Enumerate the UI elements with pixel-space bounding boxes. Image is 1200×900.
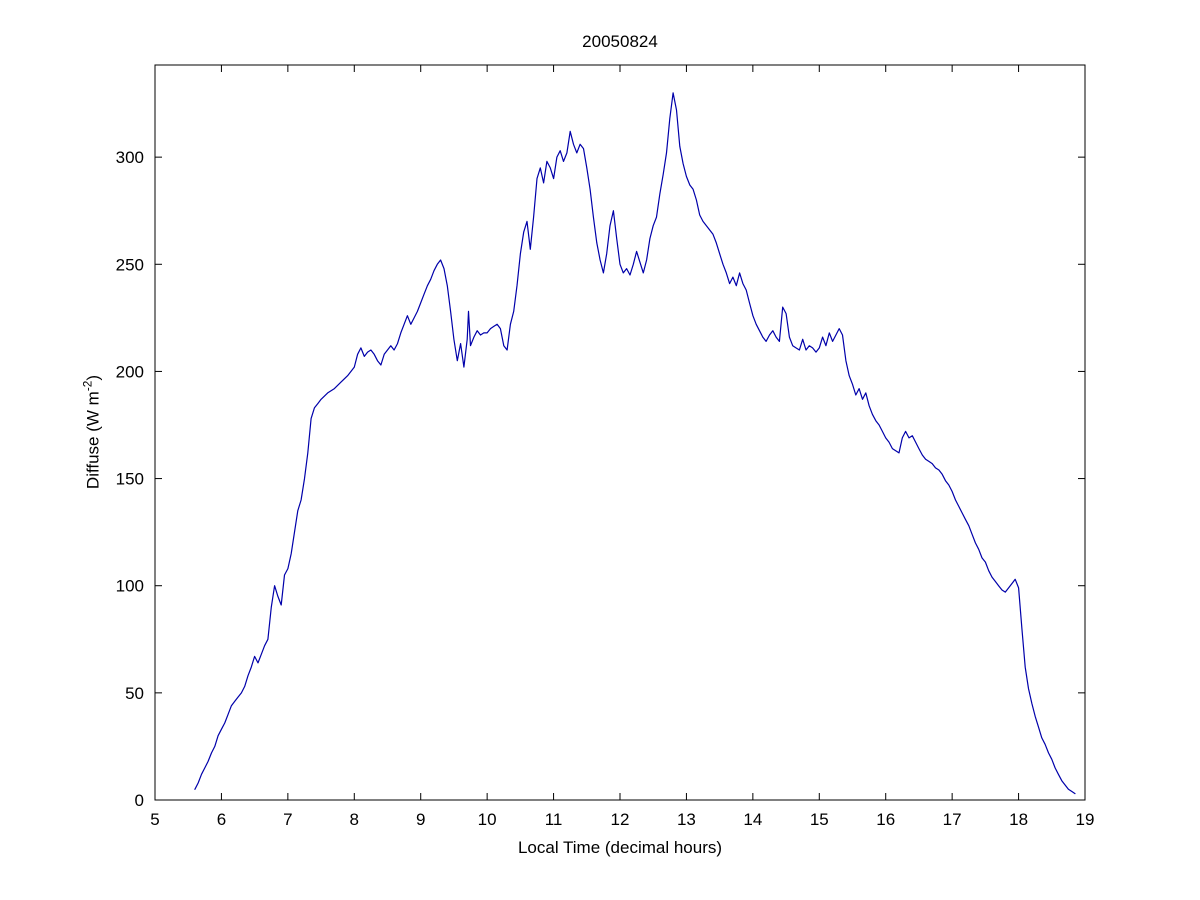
x-tick-label: 11 [545,810,563,829]
x-tick-label: 14 [743,810,762,829]
diffuse-line [194,92,1076,795]
x-tick-label: 17 [943,810,962,829]
x-tick-label: 16 [876,810,895,829]
y-tick-label: 200 [116,362,144,381]
x-tick-label: 13 [677,810,696,829]
x-tick-label: 19 [1076,810,1095,829]
y-axis-label-superscript: -2 [80,380,95,392]
y-axis-label-text: Diffuse (W m [83,391,103,490]
x-tick-label: 8 [350,810,359,829]
x-tick-label: 7 [283,810,292,829]
x-tick-label: 18 [1009,810,1028,829]
x-tick-label: 6 [217,810,226,829]
y-tick-label: 300 [116,148,144,167]
y-tick-label: 100 [116,577,144,596]
x-tick-label: 12 [611,810,630,829]
x-axis-label: Local Time (decimal hours) [517,838,723,857]
y-tick-label: 0 [135,791,144,810]
x-tick-label: 15 [810,810,829,829]
x-tick-label: 10 [478,810,497,829]
y-tick-label: 150 [116,470,144,489]
y-axis-label: Diffuse (W m-2) [81,375,104,489]
x-tick-label: 5 [150,810,159,829]
y-tick-label: 50 [125,684,144,703]
x-tick-label: 9 [416,810,425,829]
chart-title: 20050824 [582,32,658,51]
y-tick-label: 250 [116,255,144,274]
axes-box [154,64,1086,801]
y-axis-label-close: ) [83,374,103,381]
